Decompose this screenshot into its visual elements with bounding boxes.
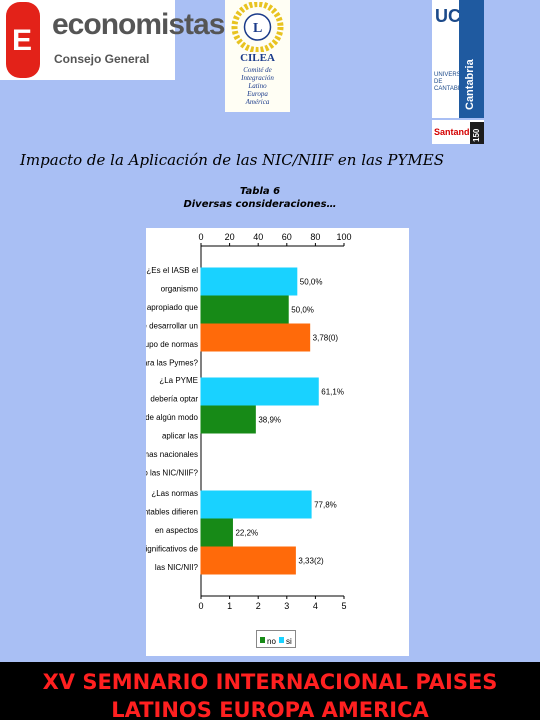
uc-right-panel: Cantabria	[459, 0, 484, 118]
bar	[200, 405, 256, 434]
svg-text:L: L	[253, 21, 262, 36]
footer-line-1: XV SEMNARIO INTERNACIONAL PAISES	[42, 670, 498, 694]
cilea-sub-line: Europa	[247, 90, 268, 98]
economistas-sub: Consejo General	[54, 52, 150, 66]
bottom-axis-tick-label: 2	[256, 601, 261, 611]
bar	[200, 295, 289, 324]
top-axis-tick-label: 60	[282, 232, 292, 242]
top-axis-tick-label: 40	[253, 232, 263, 242]
bar-data-label: 61,1%	[321, 388, 344, 397]
bottom-axis-tick-label: 3	[284, 601, 289, 611]
bar-data-label: 50,0%	[291, 306, 314, 315]
bar-data-label: 77,8%	[314, 501, 337, 510]
category-label: aplicar las	[162, 432, 198, 441]
santander-name: Santander	[434, 127, 479, 137]
category-label: para las Pymes?	[146, 359, 199, 368]
bottom-axis-tick-label: 1	[227, 601, 232, 611]
legend-swatch	[279, 637, 284, 643]
legend-svg: no si	[260, 637, 292, 646]
bottom-axis-tick-label: 4	[313, 601, 318, 611]
bar	[200, 518, 233, 547]
cilea-sub-line: América	[245, 98, 270, 106]
table-subtitle-line: Diversas consideraciones…	[183, 199, 337, 210]
bar-chart: 0 20 40 60 80 100 0 1 2 3 4 5 ¿Es el IASB el organism…	[146, 232, 352, 611]
category-label: ¿Las normas	[151, 489, 198, 498]
uc-vertical-text: UNIVERSIDAD DE CANTABRIA	[434, 72, 476, 92]
table-title: Tabla 6 Diversas consideraciones…	[180, 185, 340, 211]
bar	[200, 323, 311, 352]
cilea-logo: L CILEA Comité de Integración Latino Eur…	[225, 0, 290, 112]
bar-data-label: 3,78(0)	[313, 334, 339, 343]
economistas-name: economistas	[52, 8, 225, 41]
cilea-sub-line: Comité de	[243, 66, 272, 74]
category-label: las NIC/NII?	[155, 563, 199, 572]
chart-panel: 0 20 40 60 80 100 0 1 2 3 4 5 ¿Es el IASB el organism…	[146, 228, 409, 656]
cilea-name: CILEA	[240, 52, 275, 64]
bottom-axis-tick-label: 5	[341, 601, 346, 611]
bar-data-label: 38,9%	[258, 416, 281, 425]
category-label: debería optar	[150, 395, 198, 404]
cilea-sunburst-icon: L	[231, 2, 284, 52]
santander-150-badge: 150	[470, 122, 484, 144]
category-label: grupo de normas	[146, 340, 198, 349]
category-label: debe desarrollar un	[146, 322, 198, 331]
footer-line-2: LATINOS EUROPA AMERICA	[111, 698, 429, 720]
uc-logo: UC UNIVERSIDAD DE CANTABRIA Cantabria	[432, 0, 484, 118]
slide-title: Impacto de la Aplicación de las NIC/NIIF…	[20, 151, 444, 169]
svg-text:E: E	[12, 24, 32, 57]
footer-banner: XV SEMNARIO INTERNACIONAL PAISES LATINOS…	[0, 662, 540, 720]
bar	[200, 490, 312, 519]
santander-150-text: 150	[472, 128, 481, 142]
uc-side-text: Cantabria	[464, 59, 476, 110]
category-label: apropiado que	[147, 303, 199, 312]
table-title-line: Tabla 6	[239, 186, 281, 197]
bar-data-label: 50,0%	[300, 278, 323, 287]
category-label: normas nacionales	[146, 450, 198, 459]
uc-letters: UC	[435, 6, 461, 26]
legend-label: no	[267, 637, 276, 646]
category-label: organismo	[161, 285, 199, 294]
top-axis-tick-label: 100	[336, 232, 351, 242]
legend-swatch	[260, 637, 265, 643]
top-axis-tick-label: 20	[225, 232, 235, 242]
economistas-logo: E economistas Consejo General	[0, 0, 225, 80]
bar	[200, 377, 319, 406]
bar-data-label: 22,2%	[235, 529, 258, 538]
category-label: en aspectos	[155, 526, 198, 535]
category-label: significativos de	[146, 545, 199, 554]
cilea-sub-line: Latino	[248, 82, 267, 90]
bar	[200, 546, 296, 575]
cilea-sub-line: Integración	[241, 74, 274, 82]
legend-label: si	[286, 637, 292, 646]
category-label: de algún modo	[146, 413, 199, 422]
category-label: ¿Es el IASB el	[146, 266, 198, 275]
bottom-axis-tick-label: 0	[198, 601, 203, 611]
category-label: ¿La PYME	[159, 376, 198, 385]
top-axis-tick-label: 80	[310, 232, 320, 242]
top-axis-tick-label: 0	[198, 232, 203, 242]
category-label: contables difieren	[146, 508, 198, 517]
chart-legend: no si	[256, 630, 296, 648]
economistas-mark-icon: E	[6, 2, 40, 78]
bar	[200, 267, 298, 296]
cilea-sub: Comité de Integración Latino Europa Amér…	[225, 66, 290, 106]
category-label: o las NIC/NIIF?	[146, 469, 199, 478]
bar-data-label: 3,33(2)	[298, 557, 324, 566]
uc-left-panel: UC UNIVERSIDAD DE CANTABRIA	[432, 0, 476, 118]
